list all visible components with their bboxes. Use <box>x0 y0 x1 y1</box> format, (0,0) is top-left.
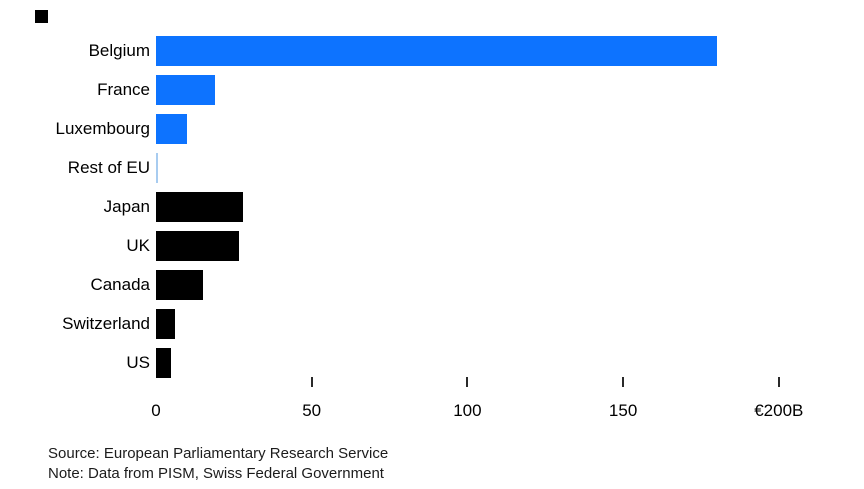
category-label-france: France <box>97 80 150 99</box>
bar-us <box>156 348 171 378</box>
bar-switzerland <box>156 309 176 339</box>
category-label-uk: UK <box>126 236 150 255</box>
bar-japan <box>156 192 244 222</box>
category-label-canada: Canada <box>90 275 150 294</box>
category-label-belgium: Belgium <box>88 41 150 60</box>
category-label-switzerland: Switzerland <box>62 314 150 333</box>
bar-belgium <box>156 36 717 66</box>
bar-rest-of-eu <box>156 153 158 183</box>
category-label-rest-of-eu: Rest of EU <box>67 158 150 177</box>
category-label-luxembourg: Luxembourg <box>55 119 150 138</box>
category-label-us: US <box>126 353 150 372</box>
category-label-japan: Japan <box>103 197 150 216</box>
bar-canada <box>156 270 203 300</box>
bar-uk <box>156 231 239 261</box>
brand-square-icon <box>35 10 48 23</box>
x-axis-tick-mark-50 <box>310 377 313 387</box>
bar-luxembourg <box>156 114 188 144</box>
x-axis-tick-mark-150 <box>622 377 625 387</box>
x-axis-tick-label-0: 0 <box>151 401 161 420</box>
source-text: Source: European Parliamentary Research … <box>48 445 389 462</box>
chart-footer: Source: European Parliamentary Research … <box>48 444 388 484</box>
x-axis-tick-mark-100 <box>466 377 469 387</box>
note-text: Note: Data from PISM, Swiss Federal Gove… <box>48 465 384 482</box>
bar-france <box>156 75 216 105</box>
x-axis-tick-label-100: 100 <box>453 401 482 420</box>
x-axis-tick-mark-200 <box>777 377 780 387</box>
x-axis-tick-label-150: 150 <box>608 401 638 420</box>
x-axis-tick-label-50: 50 <box>302 401 322 420</box>
x-axis-tick-label-200: €200B <box>754 401 804 420</box>
